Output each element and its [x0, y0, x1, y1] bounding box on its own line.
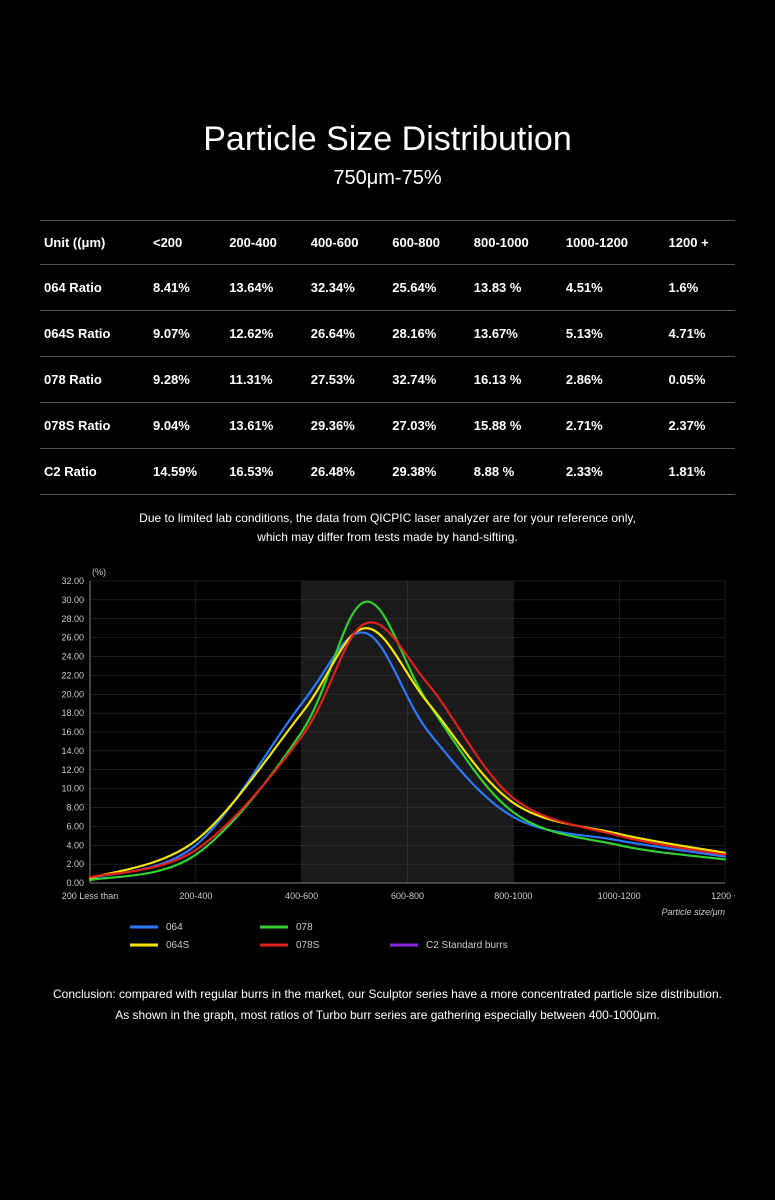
table-cell: 13.61% — [225, 403, 307, 449]
svg-text:12.00: 12.00 — [61, 765, 84, 775]
svg-text:4.00: 4.00 — [66, 841, 84, 851]
svg-text:064S: 064S — [166, 940, 190, 951]
svg-text:400-600: 400-600 — [285, 891, 318, 901]
svg-text:200 Less than: 200 Less than — [62, 891, 119, 901]
table-cell: 5.13% — [562, 311, 665, 357]
table-row: C2 Ratio14.59%16.53%26.48%29.38%8.88 %2.… — [40, 449, 735, 495]
table-cell: 13.83 % — [470, 265, 562, 311]
table-col-header: 400-600 — [307, 221, 389, 265]
table-cell: 32.34% — [307, 265, 389, 311]
table-cell: 9.28% — [149, 357, 225, 403]
table-row: 064S Ratio9.07%12.62%26.64%28.16%13.67%5… — [40, 311, 735, 357]
table-cell: 1.6% — [665, 265, 735, 311]
table-cell: 29.36% — [307, 403, 389, 449]
table-cell: 2.86% — [562, 357, 665, 403]
table-cell: 26.48% — [307, 449, 389, 495]
table-cell: 15.88 % — [470, 403, 562, 449]
svg-text:28.00: 28.00 — [61, 614, 84, 624]
svg-text:24.00: 24.00 — [61, 652, 84, 662]
svg-text:8.00: 8.00 — [66, 803, 84, 813]
table-col-header: 800-1000 — [470, 221, 562, 265]
svg-text:078S: 078S — [296, 940, 320, 951]
svg-text:0.00: 0.00 — [66, 878, 84, 888]
table-cell: 12.62% — [225, 311, 307, 357]
svg-text:10.00: 10.00 — [61, 784, 84, 794]
table-cell: 16.13 % — [470, 357, 562, 403]
table-cell: 0.05% — [665, 357, 735, 403]
table-col-header: 1000-1200 — [562, 221, 665, 265]
row-label: 064 Ratio — [40, 265, 149, 311]
svg-text:32.00: 32.00 — [61, 576, 84, 586]
table-cell: 4.71% — [665, 311, 735, 357]
row-label: 064S Ratio — [40, 311, 149, 357]
table-cell: 9.04% — [149, 403, 225, 449]
disclaimer-note: Due to limited lab conditions, the data … — [128, 509, 648, 547]
svg-text:2.00: 2.00 — [66, 860, 84, 870]
row-label: 078S Ratio — [40, 403, 149, 449]
table-cell: 26.64% — [307, 311, 389, 357]
table-cell: 2.71% — [562, 403, 665, 449]
table-cell: 14.59% — [149, 449, 225, 495]
table-cell: 1.81% — [665, 449, 735, 495]
table-col-header: 600-800 — [388, 221, 470, 265]
table-col-header: <200 — [149, 221, 225, 265]
svg-text:064: 064 — [166, 922, 183, 933]
conclusion-text: Conclusion: compared with regular burrs … — [40, 984, 735, 1025]
svg-text:22.00: 22.00 — [61, 671, 84, 681]
table-col-header: 1200 + — [665, 221, 735, 265]
row-label: 078 Ratio — [40, 357, 149, 403]
page-subtitle: 750μm-75% — [40, 167, 735, 190]
page-title: Particle Size Distribution — [40, 120, 735, 159]
table-cell: 13.67% — [470, 311, 562, 357]
table-cell: 28.16% — [388, 311, 470, 357]
svg-text:26.00: 26.00 — [61, 633, 84, 643]
table-cell: 29.38% — [388, 449, 470, 495]
row-label: C2 Ratio — [40, 449, 149, 495]
table-header-label: Unit ((μm) — [40, 221, 149, 265]
table-cell: 9.07% — [149, 311, 225, 357]
table-cell: 16.53% — [225, 449, 307, 495]
svg-text:18.00: 18.00 — [61, 709, 84, 719]
table-cell: 27.53% — [307, 357, 389, 403]
table-cell: 8.41% — [149, 265, 225, 311]
svg-text:30.00: 30.00 — [61, 595, 84, 605]
table-cell: 4.51% — [562, 265, 665, 311]
svg-text:C2 Standard burrs: C2 Standard burrs — [426, 940, 508, 951]
svg-text:16.00: 16.00 — [61, 727, 84, 737]
table-cell: 13.64% — [225, 265, 307, 311]
table-row: 078 Ratio9.28%11.31%27.53%32.74%16.13 %2… — [40, 357, 735, 403]
svg-text:1200 +: 1200 + — [711, 891, 735, 901]
svg-text:20.00: 20.00 — [61, 690, 84, 700]
svg-text:800-1000: 800-1000 — [494, 891, 532, 901]
svg-text:1000-1200: 1000-1200 — [598, 891, 641, 901]
svg-text:078: 078 — [296, 922, 313, 933]
table-row: 064 Ratio8.41%13.64%32.34%25.64%13.83 %4… — [40, 265, 735, 311]
table-row: 078S Ratio9.04%13.61%29.36%27.03%15.88 %… — [40, 403, 735, 449]
distribution-table: Unit ((μm)<200200-400400-600600-800800-1… — [40, 220, 735, 495]
table-cell: 2.37% — [665, 403, 735, 449]
svg-text:Particle size/μm: Particle size/μm — [662, 907, 726, 917]
svg-text:600-800: 600-800 — [391, 891, 424, 901]
table-cell: 8.88 % — [470, 449, 562, 495]
svg-text:14.00: 14.00 — [61, 746, 84, 756]
table-cell: 2.33% — [562, 449, 665, 495]
distribution-chart: (%) 0.00 2.00 4.00 6.00 8.00 10.00 12.00 14.00 16… — [40, 563, 735, 968]
table-col-header: 200-400 — [225, 221, 307, 265]
table-cell: 32.74% — [388, 357, 470, 403]
table-cell: 25.64% — [388, 265, 470, 311]
svg-text:6.00: 6.00 — [66, 822, 84, 832]
table-cell: 27.03% — [388, 403, 470, 449]
svg-text:200-400: 200-400 — [179, 891, 212, 901]
svg-text:(%): (%) — [92, 567, 106, 577]
table-cell: 11.31% — [225, 357, 307, 403]
